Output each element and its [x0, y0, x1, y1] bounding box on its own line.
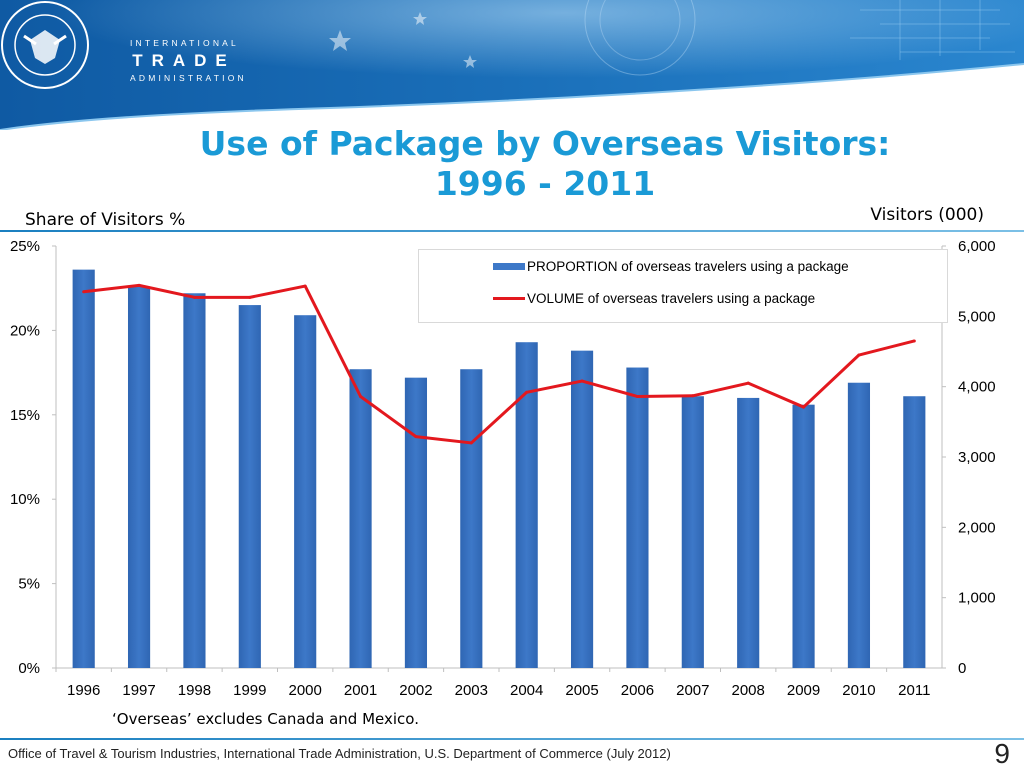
bottom-divider	[0, 738, 1024, 740]
bar-2010	[847, 382, 871, 668]
volume-point-2002	[414, 435, 418, 439]
y2-tick-label: 6,000	[958, 238, 996, 255]
volume-point-2004	[525, 390, 529, 394]
title-line-2: 1996 - 2011	[434, 164, 656, 203]
page-number: 9	[994, 738, 1010, 769]
x-tick-label: 1997	[122, 682, 155, 699]
title-line-1: Use of Package by Overseas Visitors:	[199, 124, 891, 163]
bar-2001	[349, 369, 372, 668]
source-citation: Office of Travel & Tourism Industries, I…	[8, 746, 671, 761]
x-tick-label: 2009	[787, 682, 820, 699]
legend-label-proportion: PROPORTION of overseas travelers using a…	[527, 258, 849, 274]
left-axis-title: Share of Visitors %	[25, 210, 186, 230]
logo-trade: TRADE	[132, 51, 236, 70]
volume-point-2010	[857, 353, 861, 357]
volume-point-1996	[82, 290, 86, 294]
x-tick-label: 2010	[842, 682, 875, 699]
volume-point-2005	[580, 379, 584, 383]
bar-2008	[737, 397, 760, 668]
logo-administration: ADMINISTRATION	[130, 73, 247, 83]
volume-point-1999	[248, 295, 252, 299]
bar-2000	[294, 315, 317, 668]
chart-legend: PROPORTION of overseas travelers using a…	[418, 249, 948, 323]
banner-background	[0, 0, 1024, 130]
bar-1997	[127, 286, 151, 668]
x-tick-label: 2000	[289, 682, 322, 699]
bar-2009	[792, 404, 815, 668]
x-tick-label: 1998	[178, 682, 211, 699]
y-tick-label: 15%	[10, 407, 40, 424]
bar-1996	[72, 269, 95, 668]
y2-tick-label: 5,000	[958, 308, 996, 325]
volume-point-2006	[635, 395, 639, 399]
bar-2003	[460, 369, 483, 668]
logo-international: INTERNATIONAL	[130, 38, 239, 48]
y-tick-label: 5%	[18, 576, 40, 593]
volume-point-2009	[802, 405, 806, 409]
x-tick-label: 2003	[455, 682, 488, 699]
combo-chart: 0% 5% 10% 15% 20% 25% 0 1,000 2,000 3,000 4,000 5,0…	[10, 238, 996, 699]
x-tick-label: 2001	[344, 682, 377, 699]
x-tick-label: 2004	[510, 682, 543, 699]
volume-point-2008	[746, 381, 750, 385]
y-tick-label: 25%	[10, 238, 40, 255]
volume-point-2000	[303, 284, 307, 288]
y-tick-label: 10%	[10, 491, 40, 508]
legend-item-proportion: PROPORTION of overseas travelers using a…	[493, 256, 849, 276]
bar-2006	[626, 367, 649, 668]
y2-tick-label: 3,000	[958, 449, 996, 466]
bar-2011	[903, 396, 926, 668]
x-tick-label: 2007	[676, 682, 709, 699]
y-tick-label: 20%	[10, 322, 40, 339]
volume-line	[83, 283, 915, 445]
bar-2004	[515, 342, 538, 668]
top-divider	[0, 230, 1024, 232]
bar-1999	[238, 305, 261, 668]
volume-point-1998	[192, 295, 196, 299]
bar-2005	[570, 350, 594, 668]
x-tick-label: 2008	[732, 682, 765, 699]
ita-logo-text: INTERNATIONAL TRADE ADMINISTRATION	[130, 38, 247, 83]
legend-bar-swatch	[493, 262, 525, 270]
legend-line-swatch	[493, 296, 525, 300]
x-tick-label: 2005	[565, 682, 598, 699]
legend-label-volume: VOLUME of overseas travelers using a pac…	[527, 290, 816, 306]
legend-item-volume: VOLUME of overseas travelers using a pac…	[493, 288, 815, 308]
header-banner: INTERNATIONAL TRADE ADMINISTRATION	[0, 0, 1024, 130]
volume-point-2007	[691, 394, 695, 398]
x-tick-label: 1999	[233, 682, 266, 699]
y2-tick-label: 2,000	[958, 519, 996, 536]
y2-tick-label: 4,000	[958, 379, 996, 396]
volume-point-2001	[359, 395, 363, 399]
x-tick-label: 2002	[399, 682, 432, 699]
bar-1998	[183, 293, 206, 668]
y-tick-label: 0%	[18, 660, 40, 677]
slide-title: Use of Package by Overseas Visitors: 199…	[140, 124, 950, 204]
right-axis-title: Visitors (000)	[870, 205, 984, 225]
y2-tick-label: 1,000	[958, 590, 996, 607]
volume-point-2011	[912, 339, 916, 343]
bar-2007	[681, 396, 704, 668]
x-tick-label: 1996	[67, 682, 100, 699]
volume-point-1997	[137, 283, 141, 287]
bar-2002	[404, 377, 428, 668]
overseas-footnote: ‘Overseas’ excludes Canada and Mexico.	[112, 710, 419, 728]
y2-tick-label: 0	[958, 660, 966, 677]
volume-point-2003	[469, 441, 473, 445]
x-tick-label: 2006	[621, 682, 654, 699]
commerce-seal-logo	[1, 1, 89, 89]
x-tick-label: 2011	[898, 682, 930, 699]
